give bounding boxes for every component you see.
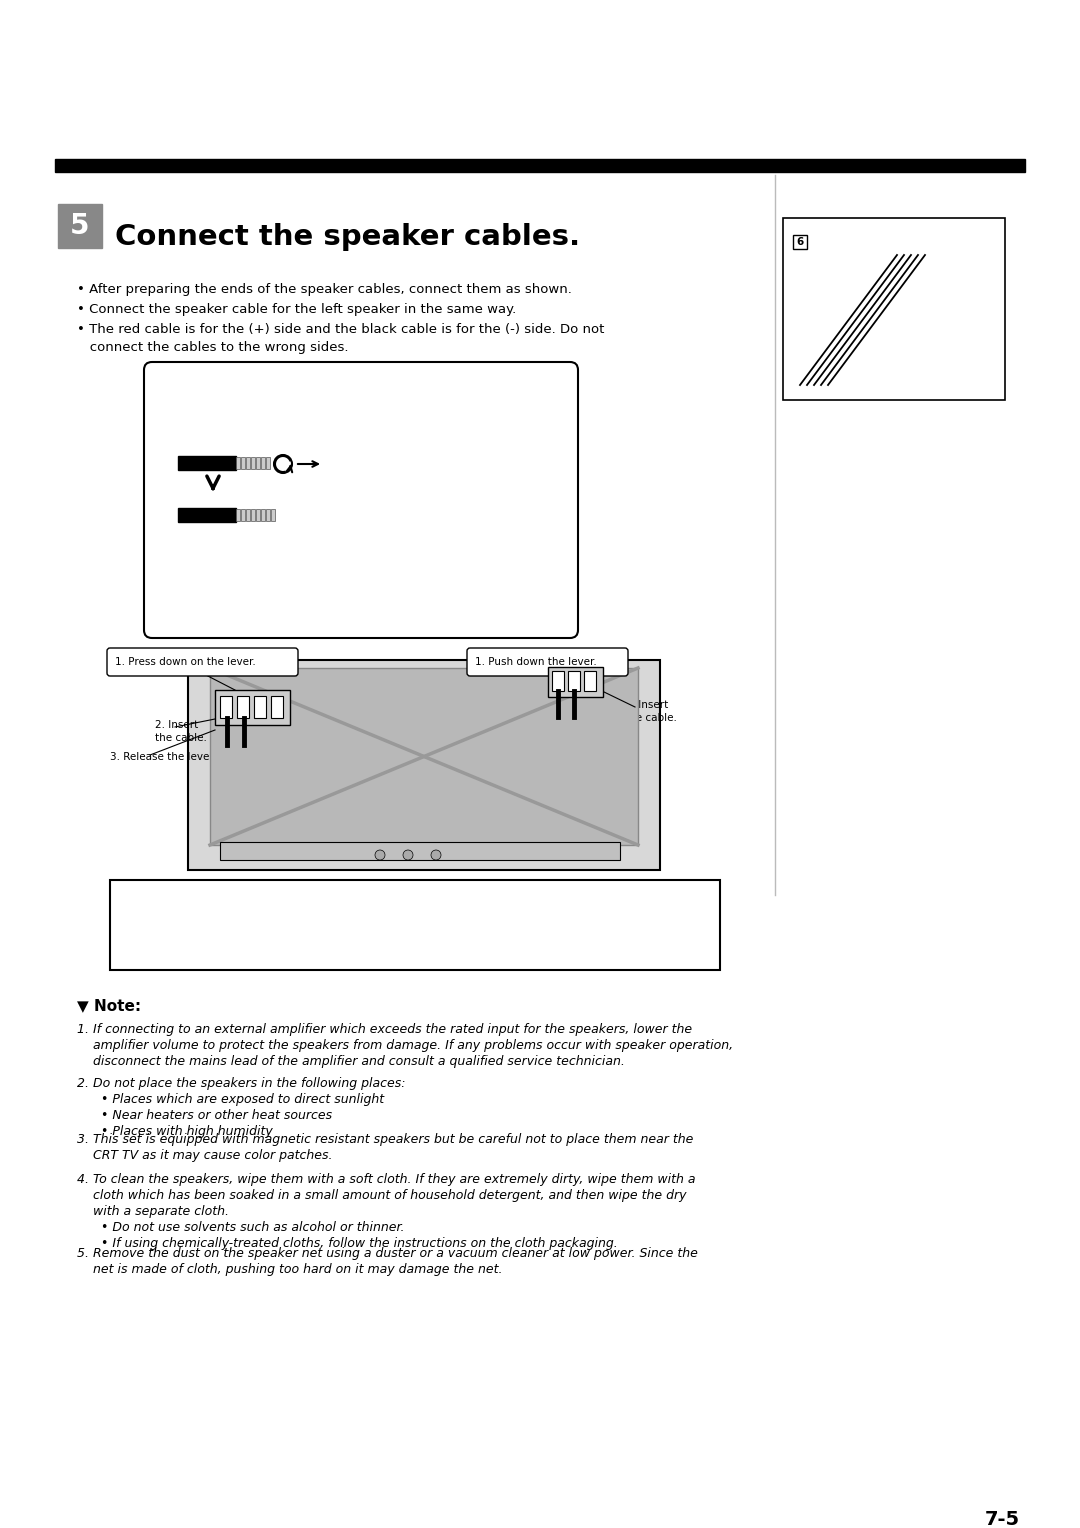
Text: ▼ Note:: ▼ Note:	[77, 998, 141, 1013]
Text: While twisting: While twisting	[328, 457, 417, 471]
Bar	[178, 507, 237, 523]
Text: • After preparing the ends of the speaker cables, connect them as shown.: • After preparing the ends of the speake…	[77, 283, 572, 296]
Bar	[241, 509, 245, 521]
Bar	[210, 668, 638, 845]
Text: (20 cm) x 2: (20 cm) x 2	[813, 249, 885, 261]
Bar	[552, 671, 564, 691]
Bar	[271, 509, 275, 521]
Text: • Places with high humidity: • Places with high humidity	[85, 1125, 273, 1138]
Bar	[548, 668, 603, 697]
Bar	[215, 691, 291, 724]
Bar	[237, 695, 249, 718]
Text: speaker cables: speaker cables	[178, 422, 293, 437]
Bar	[55, 159, 1025, 173]
Bar	[251, 457, 255, 469]
Bar	[241, 457, 245, 469]
Text: 2. Insert: 2. Insert	[156, 720, 199, 730]
Bar	[237, 457, 240, 469]
Bar	[793, 235, 807, 249]
Bar	[261, 457, 265, 469]
Text: 2. Do not place the speakers in the following places:: 2. Do not place the speakers in the foll…	[77, 1077, 405, 1089]
Circle shape	[375, 850, 384, 860]
Bar	[568, 671, 580, 691]
Bar	[266, 509, 270, 521]
Text: 5: 5	[70, 212, 90, 240]
Text: connect the cables to the wrong sides.: connect the cables to the wrong sides.	[77, 341, 349, 354]
Bar	[58, 205, 102, 248]
Text: 7-5: 7-5	[985, 1510, 1020, 1528]
FancyBboxPatch shape	[107, 648, 298, 675]
Bar	[266, 457, 270, 469]
Bar	[220, 695, 232, 718]
Bar	[254, 695, 266, 718]
Text: • Near heaters or other heat sources: • Near heaters or other heat sources	[85, 1109, 333, 1122]
Bar	[256, 509, 260, 521]
Bar	[271, 695, 283, 718]
Text: • Places which are exposed to direct sunlight: • Places which are exposed to direct sun…	[85, 1093, 384, 1106]
Text: with a separate cloth.: with a separate cloth.	[77, 1206, 229, 1218]
Bar	[251, 509, 255, 521]
Bar	[256, 457, 260, 469]
Text: 1. Press down on the lever.: 1. Press down on the lever.	[114, 657, 256, 668]
Text: Preparing the ends of the: Preparing the ends of the	[178, 400, 373, 416]
Text: the cable.: the cable.	[625, 714, 677, 723]
Text: disconnect the mains lead of the amplifier and consult a qualified service techn: disconnect the mains lead of the amplifi…	[77, 1054, 625, 1068]
Text: 4. To clean the speakers, wipe them with a soft cloth. If they are extremely dir: 4. To clean the speakers, wipe them with…	[77, 1174, 696, 1186]
Bar	[261, 509, 265, 521]
Bar	[246, 457, 249, 469]
Text: amplifier volume to protect the speakers from damage. If any problems occur with: amplifier volume to protect the speakers…	[77, 1039, 733, 1051]
Text: 2. Insert: 2. Insert	[625, 700, 669, 711]
Text: Connect the speaker cables.: Connect the speaker cables.	[114, 223, 580, 251]
Text: form a straight line but rather so that they slightly face inward, to produce: form a straight line but rather so that …	[120, 918, 632, 931]
Text: net is made of cloth, pushing too hard on it may damage the net.: net is made of cloth, pushing too hard o…	[77, 1264, 502, 1276]
Text: 3. Release the lever.: 3. Release the lever.	[110, 752, 216, 762]
Text: normal position.: normal position.	[470, 759, 555, 770]
Bar	[783, 219, 1005, 400]
Text: cloth which has been soaked in a small amount of household detergent, and then w: cloth which has been soaked in a small a…	[77, 1189, 687, 1203]
Text: 3. Return the lever to its: 3. Return the lever to its	[470, 746, 597, 755]
Text: the cable.: the cable.	[156, 733, 207, 743]
Bar	[110, 880, 720, 970]
Text: 1. Push down the lever.: 1. Push down the lever.	[475, 657, 597, 668]
Bar	[584, 671, 596, 691]
Bar	[178, 455, 237, 471]
Text: 1. If connecting to an external amplifier which exceeds the rated input for the : 1. If connecting to an external amplifie…	[77, 1024, 692, 1036]
FancyBboxPatch shape	[467, 648, 627, 675]
Bar	[188, 660, 660, 869]
Text: When these speakers are attached to the plasma display, they will not: When these speakers are attached to the …	[120, 898, 605, 911]
Bar	[246, 509, 249, 521]
Text: • If using chemically-treated cloths, follow the instructions on the cloth packa: • If using chemically-treated cloths, fo…	[85, 1238, 618, 1250]
Bar	[237, 509, 240, 521]
Text: • Connect the speaker cable for the left speaker in the same way.: • Connect the speaker cable for the left…	[77, 303, 516, 316]
Text: • Do not use solvents such as alcohol or thinner.: • Do not use solvents such as alcohol or…	[85, 1221, 405, 1235]
FancyBboxPatch shape	[144, 362, 578, 639]
Text: 3. This set is equipped with magnetic resistant speakers but be careful not to p: 3. This set is equipped with magnetic re…	[77, 1132, 693, 1146]
Text: stable sounds.: stable sounds.	[120, 938, 229, 950]
Text: 5. Remove the dust on the speaker net using a duster or a vacuum cleaner at low : 5. Remove the dust on the speaker net us…	[77, 1247, 698, 1261]
Text: 6: 6	[796, 237, 804, 248]
Bar	[220, 842, 620, 860]
Circle shape	[431, 850, 441, 860]
Text: CRT TV as it may cause color patches.: CRT TV as it may cause color patches.	[77, 1149, 333, 1161]
Text: • The red cable is for the (+) side and the black cable is for the (-) side. Do : • The red cable is for the (+) side and …	[77, 322, 605, 336]
Circle shape	[403, 850, 413, 860]
Text: Speaker cable: Speaker cable	[813, 232, 902, 246]
